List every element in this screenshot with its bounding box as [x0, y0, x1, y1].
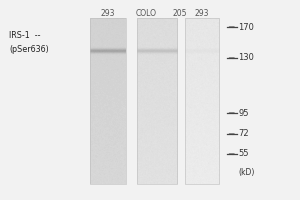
Text: 55: 55 — [238, 150, 249, 158]
Text: (pSer636): (pSer636) — [9, 45, 49, 53]
Text: 95: 95 — [238, 108, 249, 117]
Text: 205: 205 — [172, 9, 187, 18]
Bar — [184, 18, 219, 184]
Text: 130: 130 — [238, 53, 254, 62]
Bar — [136, 18, 177, 184]
Text: (kD): (kD) — [238, 168, 255, 178]
Text: 72: 72 — [238, 130, 249, 138]
Text: COLO: COLO — [136, 9, 157, 18]
Text: 293: 293 — [195, 9, 209, 18]
Text: 293: 293 — [101, 9, 115, 18]
Text: IRS-1  --: IRS-1 -- — [9, 30, 40, 40]
Text: 170: 170 — [238, 22, 254, 31]
Bar — [90, 18, 126, 184]
